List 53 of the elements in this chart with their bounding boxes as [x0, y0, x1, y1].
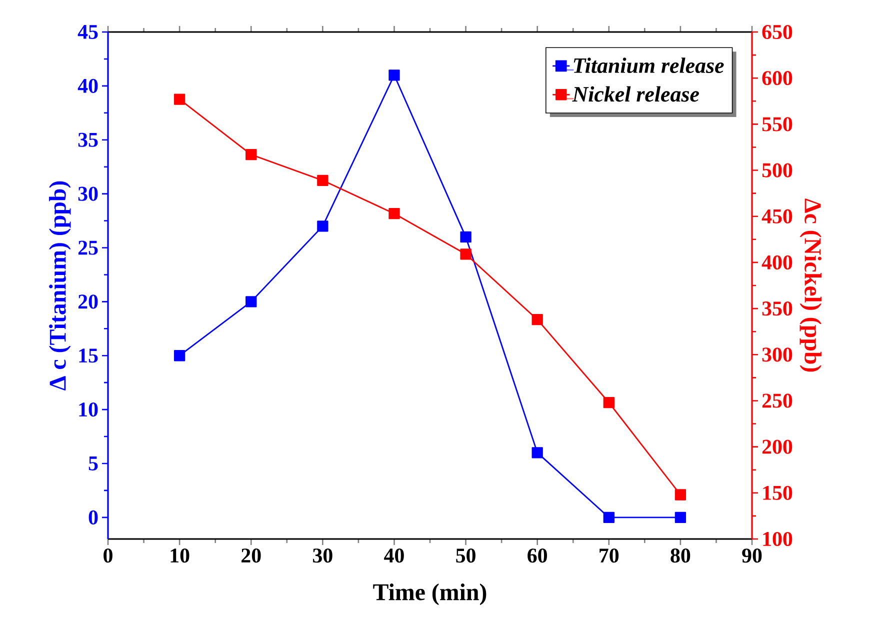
point	[174, 350, 186, 362]
x-axis-title: Time (min)	[373, 583, 486, 606]
point	[317, 220, 328, 232]
y-tick-label: 30	[78, 186, 98, 201]
x-tick-label: 30	[312, 548, 332, 563]
point	[174, 94, 186, 105]
x-tick-label: 10	[170, 548, 190, 563]
y2-tick-label: 550	[762, 117, 792, 132]
y2-tick-label: 450	[762, 209, 792, 224]
x-tick-label: 50	[456, 548, 476, 563]
point	[603, 396, 614, 408]
y-tick-label: 35	[78, 132, 98, 147]
y-tick-label: 0	[88, 510, 98, 524]
y2-axis-title: Δc (Nickel) (ppb)	[800, 198, 822, 372]
point	[460, 248, 472, 260]
point	[246, 149, 257, 160]
y-tick-label: 45	[78, 25, 98, 39]
y2-tick-label: 150	[763, 486, 792, 500]
y2-tick-label: 400	[762, 255, 792, 270]
x-tick-label: 80	[670, 548, 690, 563]
y2-tick-label: 650	[762, 24, 792, 40]
point	[388, 70, 400, 81]
point	[246, 296, 257, 308]
y2-tick-label: 500	[762, 163, 792, 178]
y2-tick-label: 100	[763, 532, 792, 546]
point	[388, 208, 400, 220]
y2-tick-label: 300	[762, 348, 792, 362]
legend-label: Titanium release	[574, 58, 724, 74]
y-tick-label: 5	[88, 456, 98, 470]
point	[317, 174, 328, 186]
point	[532, 314, 543, 326]
y-tick-label: 20	[78, 294, 98, 309]
x-tick-label: 90	[742, 548, 762, 563]
y2-tick-label: 250	[762, 394, 792, 408]
point	[674, 512, 686, 524]
y-axis-title: Δ c (Titanium) (ppb)	[49, 181, 71, 390]
y2-tick-label: 200	[762, 440, 792, 454]
legend-label: Nickel release	[572, 86, 699, 102]
point	[674, 489, 686, 500]
x-tick-label: 20	[242, 548, 261, 563]
x-tick-label: 40	[384, 548, 404, 563]
y-tick-label: 15	[79, 348, 98, 363]
y-tick-label: 40	[78, 78, 98, 93]
x-tick-label: 60	[528, 548, 548, 563]
y2-tick-label: 350	[762, 301, 792, 316]
point	[603, 512, 614, 524]
point	[460, 231, 472, 243]
point	[532, 447, 543, 458]
y2-tick-label: 600	[762, 71, 792, 86]
y-tick-label: 25	[78, 240, 98, 255]
x-tick-label: 0	[104, 548, 112, 563]
x-tick-label: 70	[600, 548, 619, 563]
y-tick-label: 10	[79, 402, 98, 417]
